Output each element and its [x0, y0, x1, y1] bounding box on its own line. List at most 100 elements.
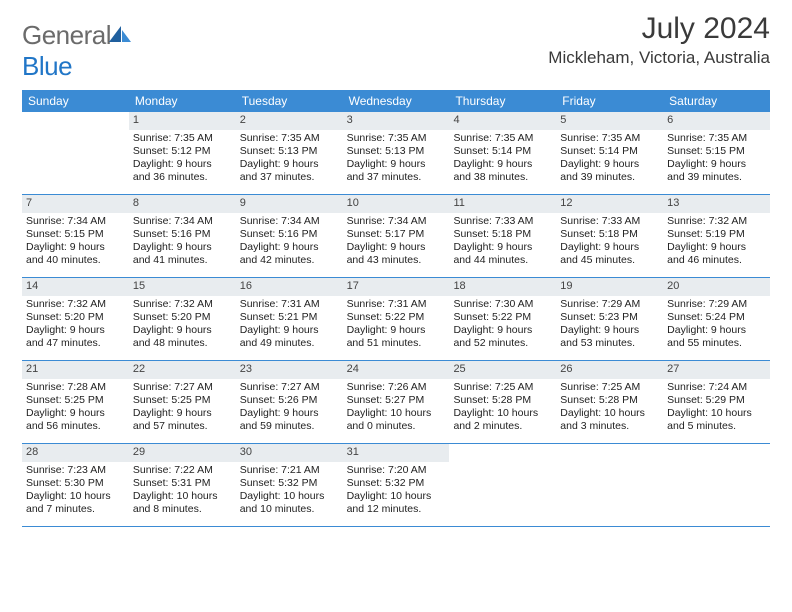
day-body: Sunrise: 7:25 AMSunset: 5:28 PMDaylight:…: [449, 379, 556, 436]
day-line: Sunset: 5:28 PM: [453, 394, 552, 407]
day-line: Sunset: 5:30 PM: [26, 477, 125, 490]
day-number: 30: [236, 444, 343, 462]
day-number: 11: [449, 195, 556, 213]
brand-part2: Blue: [22, 51, 72, 81]
day-line: and 52 minutes.: [453, 337, 552, 350]
day-line: Sunrise: 7:34 AM: [26, 215, 125, 228]
day-number: 15: [129, 278, 236, 296]
day-cell: [556, 444, 663, 526]
week-row: 21Sunrise: 7:28 AMSunset: 5:25 PMDayligh…: [22, 361, 770, 444]
day-line: Sunrise: 7:20 AM: [347, 464, 446, 477]
day-line: Sunset: 5:26 PM: [240, 394, 339, 407]
day-line: Sunset: 5:16 PM: [133, 228, 232, 241]
location-text: Mickleham, Victoria, Australia: [548, 48, 770, 68]
day-line: and 51 minutes.: [347, 337, 446, 350]
day-number: 10: [343, 195, 450, 213]
calendar: SundayMondayTuesdayWednesdayThursdayFrid…: [22, 90, 770, 527]
day-line: Sunset: 5:28 PM: [560, 394, 659, 407]
day-line: and 8 minutes.: [133, 503, 232, 516]
day-line: and 53 minutes.: [560, 337, 659, 350]
day-line: Daylight: 9 hours: [347, 241, 446, 254]
day-body: Sunrise: 7:21 AMSunset: 5:32 PMDaylight:…: [236, 462, 343, 519]
day-body: Sunrise: 7:29 AMSunset: 5:23 PMDaylight:…: [556, 296, 663, 353]
day-line: Sunrise: 7:24 AM: [667, 381, 766, 394]
day-cell: 9Sunrise: 7:34 AMSunset: 5:16 PMDaylight…: [236, 195, 343, 277]
day-line: Sunset: 5:22 PM: [347, 311, 446, 324]
day-cell: 13Sunrise: 7:32 AMSunset: 5:19 PMDayligh…: [663, 195, 770, 277]
day-cell: 14Sunrise: 7:32 AMSunset: 5:20 PMDayligh…: [22, 278, 129, 360]
day-line: Daylight: 9 hours: [560, 158, 659, 171]
day-number: 23: [236, 361, 343, 379]
weeks-container: 1Sunrise: 7:35 AMSunset: 5:12 PMDaylight…: [22, 112, 770, 527]
day-line: and 12 minutes.: [347, 503, 446, 516]
day-line: Sunset: 5:22 PM: [453, 311, 552, 324]
day-number: 7: [22, 195, 129, 213]
day-number: 9: [236, 195, 343, 213]
day-body: Sunrise: 7:34 AMSunset: 5:15 PMDaylight:…: [22, 213, 129, 270]
month-title: July 2024: [548, 12, 770, 46]
day-line: and 43 minutes.: [347, 254, 446, 267]
day-cell: 30Sunrise: 7:21 AMSunset: 5:32 PMDayligh…: [236, 444, 343, 526]
day-line: Daylight: 9 hours: [347, 158, 446, 171]
day-header: Thursday: [449, 90, 556, 112]
day-number: [449, 444, 556, 462]
day-line: Daylight: 9 hours: [240, 241, 339, 254]
day-cell: 2Sunrise: 7:35 AMSunset: 5:13 PMDaylight…: [236, 112, 343, 194]
day-line: Sunrise: 7:34 AM: [133, 215, 232, 228]
day-line: and 38 minutes.: [453, 171, 552, 184]
day-cell: [22, 112, 129, 194]
day-line: Daylight: 9 hours: [26, 407, 125, 420]
day-cell: 12Sunrise: 7:33 AMSunset: 5:18 PMDayligh…: [556, 195, 663, 277]
day-body: Sunrise: 7:25 AMSunset: 5:28 PMDaylight:…: [556, 379, 663, 436]
day-line: Sunset: 5:25 PM: [26, 394, 125, 407]
day-line: Sunset: 5:17 PM: [347, 228, 446, 241]
day-line: Daylight: 9 hours: [26, 324, 125, 337]
day-number: 5: [556, 112, 663, 130]
day-line: and 3 minutes.: [560, 420, 659, 433]
day-number: 31: [343, 444, 450, 462]
day-cell: 28Sunrise: 7:23 AMSunset: 5:30 PMDayligh…: [22, 444, 129, 526]
day-line: Daylight: 9 hours: [667, 241, 766, 254]
day-line: Sunset: 5:18 PM: [560, 228, 659, 241]
day-number: 13: [663, 195, 770, 213]
day-line: Daylight: 9 hours: [667, 324, 766, 337]
day-line: and 37 minutes.: [240, 171, 339, 184]
day-number: [22, 112, 129, 130]
day-body: [449, 462, 556, 466]
day-line: Sunrise: 7:26 AM: [347, 381, 446, 394]
day-cell: 25Sunrise: 7:25 AMSunset: 5:28 PMDayligh…: [449, 361, 556, 443]
day-line: and 45 minutes.: [560, 254, 659, 267]
day-line: Sunrise: 7:35 AM: [667, 132, 766, 145]
day-header: Monday: [129, 90, 236, 112]
day-line: Daylight: 9 hours: [560, 241, 659, 254]
day-number: 16: [236, 278, 343, 296]
day-line: Sunset: 5:32 PM: [240, 477, 339, 490]
day-body: Sunrise: 7:23 AMSunset: 5:30 PMDaylight:…: [22, 462, 129, 519]
day-cell: 23Sunrise: 7:27 AMSunset: 5:26 PMDayligh…: [236, 361, 343, 443]
day-number: 14: [22, 278, 129, 296]
day-line: Sunrise: 7:34 AM: [347, 215, 446, 228]
day-body: Sunrise: 7:32 AMSunset: 5:20 PMDaylight:…: [129, 296, 236, 353]
day-body: Sunrise: 7:33 AMSunset: 5:18 PMDaylight:…: [556, 213, 663, 270]
day-number: 6: [663, 112, 770, 130]
day-line: Sunrise: 7:29 AM: [667, 298, 766, 311]
day-body: Sunrise: 7:32 AMSunset: 5:20 PMDaylight:…: [22, 296, 129, 353]
day-cell: 27Sunrise: 7:24 AMSunset: 5:29 PMDayligh…: [663, 361, 770, 443]
day-line: Sunrise: 7:22 AM: [133, 464, 232, 477]
day-number: 4: [449, 112, 556, 130]
day-line: Daylight: 10 hours: [667, 407, 766, 420]
day-body: Sunrise: 7:34 AMSunset: 5:16 PMDaylight:…: [236, 213, 343, 270]
day-cell: 19Sunrise: 7:29 AMSunset: 5:23 PMDayligh…: [556, 278, 663, 360]
day-number: 8: [129, 195, 236, 213]
day-body: Sunrise: 7:35 AMSunset: 5:13 PMDaylight:…: [343, 130, 450, 187]
day-body: Sunrise: 7:34 AMSunset: 5:17 PMDaylight:…: [343, 213, 450, 270]
day-body: Sunrise: 7:29 AMSunset: 5:24 PMDaylight:…: [663, 296, 770, 353]
sail-icon: [109, 20, 131, 50]
day-line: Daylight: 9 hours: [240, 407, 339, 420]
day-line: Daylight: 10 hours: [347, 490, 446, 503]
day-line: Sunrise: 7:34 AM: [240, 215, 339, 228]
day-line: Daylight: 9 hours: [453, 324, 552, 337]
day-number: 3: [343, 112, 450, 130]
day-line: Sunset: 5:23 PM: [560, 311, 659, 324]
day-cell: 15Sunrise: 7:32 AMSunset: 5:20 PMDayligh…: [129, 278, 236, 360]
